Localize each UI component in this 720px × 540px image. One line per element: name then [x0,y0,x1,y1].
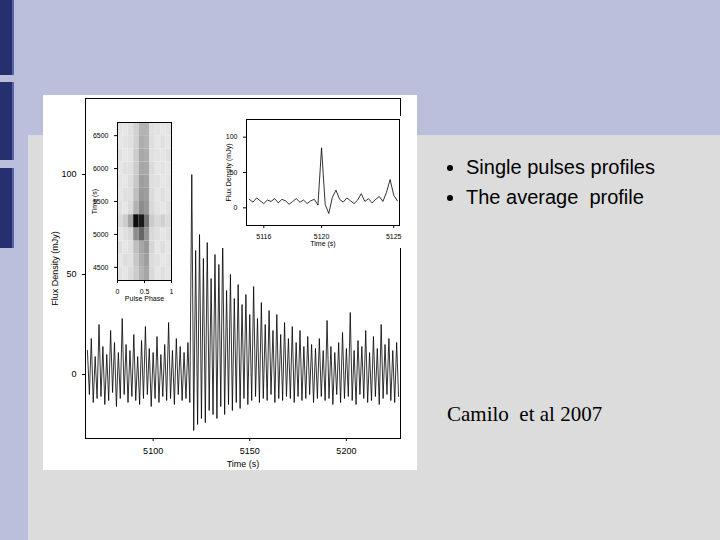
svg-text:5500: 5500 [92,197,109,205]
svg-text:0: 0 [116,288,120,295]
svg-text:5200: 5200 [336,446,356,456]
svg-text:100: 100 [61,169,76,179]
svg-text:Time (s): Time (s) [310,240,335,248]
html-text:Camilo et al 2007: Camilo et al 2007 [447,402,603,426]
svg-text:Flux Density (mJy): Flux Density (mJy) [225,144,233,202]
svg-text:Time (s): Time (s) [227,459,260,469]
svg-text:50: 50 [66,269,76,279]
svg-text:100: 100 [226,133,238,140]
svg-text:0: 0 [234,204,238,211]
svg-text:6000: 6000 [93,165,109,172]
svg-text:5116: 5116 [256,233,271,240]
svg-text:5125: 5125 [386,233,402,240]
svg-text:4500: 4500 [93,264,109,271]
svg-text:1: 1 [170,288,174,295]
svg-text:Flux Density (mJy): Flux Density (mJy) [50,231,60,306]
svg-text:5150: 5150 [240,446,260,456]
html-text:The average profile: The average profile [466,186,644,208]
svg-text:Time (s): Time (s) [91,189,99,214]
svg-text:5000: 5000 [93,231,109,238]
svg-text:50: 50 [229,168,238,176]
svg-text:0: 0 [71,369,76,379]
html-text:Single pulses profiles: Single pulses profiles [466,156,655,178]
svg-text:Pulse Phase: Pulse Phase [125,295,164,302]
svg-text:0.5: 0.5 [139,288,150,296]
svg-text:5120: 5120 [313,233,330,241]
svg-text:6500: 6500 [93,132,109,139]
svg-text:5100: 5100 [143,446,163,456]
